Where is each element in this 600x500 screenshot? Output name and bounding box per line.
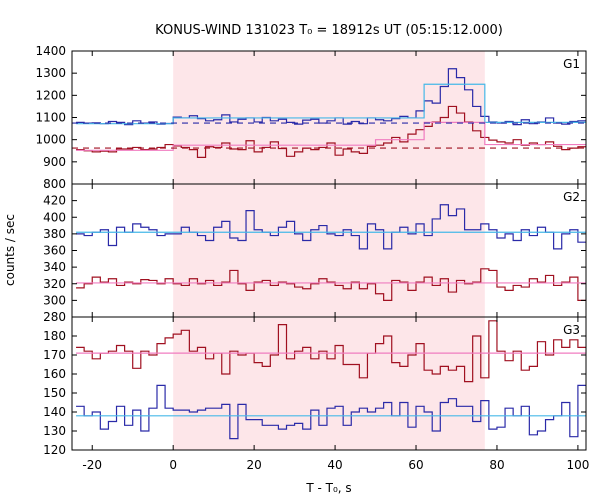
- panel-g1: 800 900 1000 1100 1200 1300 1400 G1: [35, 44, 587, 191]
- burst-interval-shade: [173, 184, 485, 317]
- series-line: [76, 105, 586, 158]
- y-tick-label: 130: [43, 424, 66, 438]
- x-tick-label: -20: [82, 458, 102, 472]
- y-tick-label: 170: [43, 348, 66, 362]
- y-tick-label: 280: [43, 310, 66, 324]
- y-axis-label: counts / sec: [3, 214, 17, 286]
- y-tick-label: 340: [43, 260, 66, 274]
- y-tick-label: 420: [43, 194, 66, 208]
- panel-data: [76, 320, 586, 440]
- y-tick-label: 140: [43, 405, 66, 419]
- x-axis-label: T - T₀, s: [305, 481, 351, 495]
- x-tick-label: 40: [327, 458, 342, 472]
- burst-interval-shade: [173, 317, 485, 450]
- y-tick-label: 320: [43, 277, 66, 291]
- series-line: [76, 204, 586, 250]
- panel-data: [76, 204, 586, 301]
- panels: 80090010001100120013001400G1280300320340…: [35, 44, 589, 472]
- panel-label: G2: [563, 190, 580, 204]
- y-tick-label: 120: [43, 443, 66, 457]
- y-tick-label: 300: [43, 293, 66, 307]
- series-line: [76, 384, 586, 440]
- y-tick-label: 1200: [35, 88, 66, 102]
- x-tick-label: 0: [169, 458, 177, 472]
- x-tick-label: 80: [489, 458, 504, 472]
- y-tick-label: 1100: [35, 111, 66, 125]
- series-line: [76, 268, 586, 301]
- y-tick-label: 180: [43, 329, 66, 343]
- y-tick-label: 1300: [35, 66, 66, 80]
- panel-label: G1: [563, 57, 580, 71]
- series-line: [76, 320, 586, 383]
- y-tick-label: 400: [43, 210, 66, 224]
- panel-g3: 120 130 140 150 160 170 180 -20 0 20 40 60 80 100 G3: [43, 316, 589, 472]
- y-tick-label: 380: [43, 227, 66, 241]
- y-tick-label: 1000: [35, 133, 66, 147]
- y-tick-label: 900: [43, 155, 66, 169]
- x-tick-label: 20: [246, 458, 261, 472]
- y-tick-label: 160: [43, 367, 66, 381]
- x-tick-label: 60: [408, 458, 423, 472]
- x-tick-label: 100: [566, 458, 589, 472]
- chart-title: KONUS-WIND 131023 T₀ = 18912s UT (05:15:…: [155, 23, 503, 38]
- y-tick-label: 360: [43, 244, 66, 258]
- y-tick-label: 150: [43, 386, 66, 400]
- panel-g2: 280 300 320 340 360 380 400 420 G2: [43, 183, 587, 324]
- panel-frame: [71, 316, 587, 451]
- panel-label: G3: [563, 323, 580, 337]
- y-tick-label: 800: [43, 177, 66, 191]
- panel-data: [72, 68, 586, 158]
- y-tick-label: 1400: [35, 44, 66, 58]
